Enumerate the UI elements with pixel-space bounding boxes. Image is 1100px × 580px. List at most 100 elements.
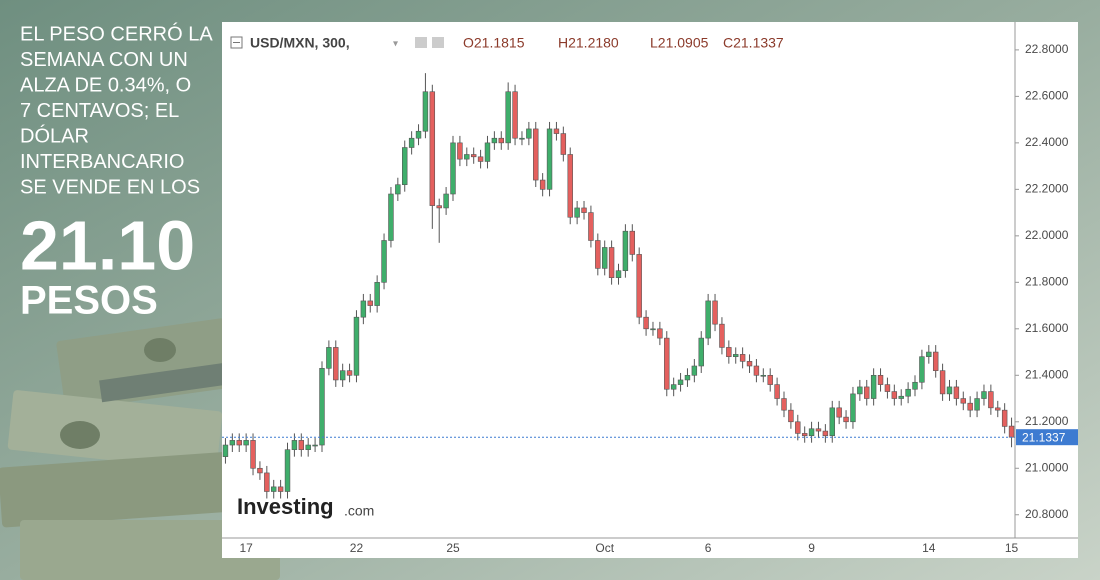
candle-body xyxy=(636,254,642,318)
headline-line: SEMANA CON UN xyxy=(20,49,188,71)
candle-body xyxy=(643,316,649,330)
headline-number: 21.10 xyxy=(20,206,195,284)
candle-body xyxy=(326,347,332,369)
candle-body xyxy=(622,230,629,272)
x-tick-label: 15 xyxy=(1005,541,1019,555)
candle-body xyxy=(953,386,960,399)
candle-body xyxy=(726,347,732,358)
candle-body xyxy=(877,374,884,385)
x-tick-label: 17 xyxy=(239,541,253,555)
candle-body xyxy=(905,388,911,397)
candle-body xyxy=(429,91,436,206)
candle-body xyxy=(264,472,270,492)
ohlc-value: L21.0905 xyxy=(650,35,709,51)
candle-body xyxy=(664,337,670,390)
candle-body xyxy=(367,300,373,306)
candle-body xyxy=(526,128,532,139)
candle-body xyxy=(484,142,491,162)
settings-icon[interactable] xyxy=(432,37,444,48)
candle-body xyxy=(864,386,870,399)
collapse-icon[interactable] xyxy=(230,36,243,49)
candle-body xyxy=(477,156,484,162)
candle-body xyxy=(629,230,636,255)
candle-body xyxy=(857,386,863,395)
headline-line: SE VENDE EN LOS xyxy=(20,176,200,198)
y-tick-label: 21.6000 xyxy=(1025,321,1069,335)
candle-body xyxy=(843,416,849,423)
x-tick-label: Oct xyxy=(595,541,614,555)
x-tick-label: 14 xyxy=(922,541,936,555)
candle-body xyxy=(801,433,808,437)
candle-body xyxy=(995,407,1001,411)
candle-body xyxy=(505,91,511,144)
candle-body xyxy=(588,212,594,241)
candle-body xyxy=(539,179,546,190)
candle-body xyxy=(760,374,767,377)
x-tick-label: 25 xyxy=(446,541,460,555)
dropdown-arrow[interactable]: ▾ xyxy=(393,39,398,50)
candle-body xyxy=(491,137,498,144)
candle-body xyxy=(277,486,284,492)
y-tick-label: 21.0000 xyxy=(1025,460,1069,474)
candle-body xyxy=(650,328,656,331)
candle-body xyxy=(919,356,925,383)
candle-body xyxy=(546,128,553,190)
candle-body xyxy=(670,384,677,390)
ohlc-value: C21.1337 xyxy=(723,35,784,51)
money-stack xyxy=(0,318,280,580)
candle-body xyxy=(601,247,608,269)
candle-body xyxy=(932,351,939,371)
y-tick-label: 22.2000 xyxy=(1025,182,1069,196)
candle-body xyxy=(870,374,877,399)
candle-body xyxy=(553,128,560,134)
candle-body xyxy=(836,407,842,418)
candle-body xyxy=(808,428,815,437)
candle-body xyxy=(291,440,298,450)
candle-body xyxy=(746,361,753,367)
candle-body xyxy=(346,370,353,376)
candle-body xyxy=(698,337,704,367)
candle-body xyxy=(243,440,249,446)
candle-body xyxy=(608,247,615,278)
candle-body xyxy=(891,391,898,399)
candle-body xyxy=(988,391,994,409)
candle-body xyxy=(1008,425,1015,438)
candle-body xyxy=(739,354,746,362)
candle-body xyxy=(898,395,904,399)
candle-body xyxy=(374,282,380,306)
candle-body xyxy=(939,370,946,395)
y-tick-label: 20.8000 xyxy=(1025,507,1069,521)
candle-body xyxy=(926,351,932,358)
candle-body xyxy=(595,240,601,269)
candle-body xyxy=(884,384,891,392)
chart-panel xyxy=(222,22,1078,558)
candle-body xyxy=(305,444,311,450)
candle-body xyxy=(388,193,394,241)
headline-line: DÓLAR xyxy=(20,124,89,147)
candle-body xyxy=(560,133,567,155)
candle-body xyxy=(1001,409,1008,427)
candle-body xyxy=(567,154,573,218)
candle-body xyxy=(312,444,318,447)
x-tick-label: 22 xyxy=(350,541,364,555)
candle-body xyxy=(677,379,684,385)
candle-body xyxy=(236,440,242,446)
candle-body xyxy=(339,370,346,381)
ohlc-value: O21.1815 xyxy=(463,35,525,51)
headline: EL PESO CERRÓ LA SEMANA CON UN ALZA DE 0.3… xyxy=(20,22,213,198)
headline-line: INTERBANCARIO xyxy=(20,151,184,173)
candle-body xyxy=(381,240,387,283)
candle-body xyxy=(615,270,622,278)
candle-body xyxy=(319,368,325,446)
x-tick-label: 6 xyxy=(705,541,712,555)
price-label-box xyxy=(1016,429,1078,446)
candle-body xyxy=(533,128,539,181)
candle-body xyxy=(457,142,463,160)
candle-body xyxy=(574,207,580,218)
candle-body xyxy=(408,137,415,148)
candle-body xyxy=(333,347,339,381)
camera-icon[interactable] xyxy=(415,37,427,48)
candle-body xyxy=(450,142,456,195)
candle-body xyxy=(470,154,477,158)
